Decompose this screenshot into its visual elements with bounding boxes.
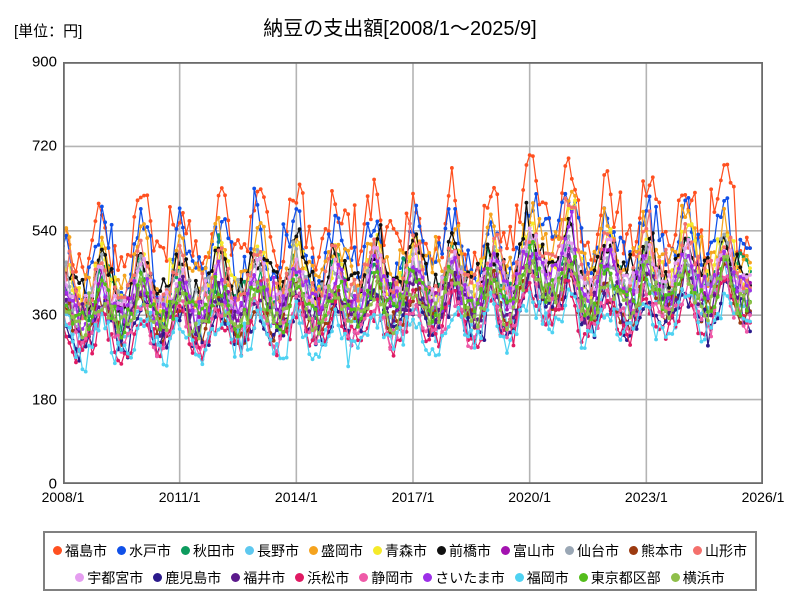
y-tick-label: 900: [31, 53, 57, 71]
legend-marker-icon: [117, 546, 126, 555]
legend-item-青森市[interactable]: 青森市: [373, 544, 427, 558]
x-axis-tick-labels: 2008/1 2011/1 2014/1 2017/1 2020/1 2023/1 2026…: [0, 489, 800, 511]
legend-label: 福岡市: [526, 569, 569, 586]
legend-marker-icon: [359, 573, 369, 582]
legend-label: 宇都宮市: [87, 569, 144, 586]
legend-row: 宇都宮市 鹿児島市 福井市 浜松市 静岡市 さいたま市 福岡市 東京都区部 横浜市: [51, 564, 749, 591]
legend-item-富山市[interactable]: 富山市: [501, 544, 555, 558]
y-tick-label: 180: [31, 391, 57, 409]
legend-item-盛岡市[interactable]: 盛岡市: [309, 544, 363, 558]
legend-marker-icon: [670, 573, 680, 582]
legend-marker-icon: [245, 546, 254, 555]
legend-label: 富山市: [513, 542, 555, 559]
legend-item-静岡市[interactable]: 静岡市: [359, 571, 413, 585]
legend-label: 東京都区部: [590, 569, 661, 586]
x-tick-label: 2020/1: [508, 489, 552, 505]
legend-label: 仙台市: [577, 542, 619, 559]
legend-item-福岡市[interactable]: 福岡市: [514, 569, 569, 586]
legend-item-横浜市[interactable]: 横浜市: [670, 569, 725, 586]
legend-marker-icon: [75, 573, 85, 582]
legend-label: 浜松市: [307, 569, 350, 586]
legend-label: 鹿児島市: [165, 569, 222, 586]
legend-marker-icon: [578, 573, 588, 582]
x-tick-label: 2023/1: [624, 489, 668, 505]
legend-item-福井市[interactable]: 福井市: [231, 571, 285, 585]
legend-marker-icon: [153, 573, 163, 582]
legend-label: 静岡市: [371, 569, 414, 586]
legend-marker-icon: [373, 546, 382, 555]
legend-item-鹿児島市[interactable]: 鹿児島市: [153, 571, 221, 585]
y-tick-label: 720: [31, 137, 57, 155]
legend-label: 山形市: [705, 542, 747, 559]
x-tick-label: 2011/1: [158, 489, 201, 505]
legend-marker-icon: [309, 546, 318, 555]
series-横浜市: [63, 254, 752, 341]
data-series-group: [63, 153, 752, 374]
legend-item-仙台市[interactable]: 仙台市: [565, 544, 619, 558]
y-tick-label: 0: [48, 475, 57, 493]
legend-label: 水戸市: [129, 542, 171, 559]
legend-marker-icon: [693, 546, 702, 555]
y-tick-label: 540: [31, 222, 57, 240]
legend-marker-icon: [514, 573, 524, 582]
y-tick-label: 360: [31, 306, 57, 324]
legend-item-長野市[interactable]: 長野市: [245, 544, 299, 558]
legend-label: さいたま市: [435, 569, 505, 586]
legend-marker-icon: [53, 546, 62, 555]
legend-item-東京都区部[interactable]: 東京都区部: [578, 569, 661, 586]
legend-label: 青森市: [385, 542, 427, 559]
legend-item-宇都宮市[interactable]: 宇都宮市: [75, 571, 143, 585]
y-axis-tick-labels: 0 180 360 540 720 900: [0, 54, 57, 493]
series-福島市: [63, 153, 752, 281]
legend-marker-icon: [565, 546, 574, 555]
x-tick-label: 2008/1: [41, 489, 85, 505]
chart-title: 納豆の支出額[2008/1～2025/9]: [263, 18, 537, 40]
legend-marker-icon: [231, 573, 241, 582]
unit-label: [単位：円]: [14, 23, 83, 40]
x-tick-label: 2026/1: [741, 489, 785, 505]
legend-label: 秋田市: [193, 542, 235, 559]
legend-item-福島市[interactable]: 福島市: [53, 544, 107, 558]
plot-area: [63, 62, 763, 484]
legend-label: 福井市: [243, 569, 286, 586]
legend-marker-icon: [295, 573, 305, 582]
legend-label: 福島市: [65, 542, 107, 559]
axis-frame: [63, 62, 763, 484]
legend-label: 長野市: [257, 542, 299, 559]
legend-label: 横浜市: [682, 569, 725, 586]
legend-item-山形市[interactable]: 山形市: [693, 544, 747, 558]
legend-label: 前橋市: [449, 542, 491, 559]
legend-item-水戸市[interactable]: 水戸市: [117, 544, 171, 558]
legend-item-秋田市[interactable]: 秋田市: [181, 544, 235, 558]
legend-marker-icon: [437, 546, 446, 555]
x-tick-label: 2017/1: [391, 489, 435, 505]
legend-item-浜松市[interactable]: 浜松市: [295, 571, 349, 585]
legend-item-熊本市[interactable]: 熊本市: [629, 544, 683, 558]
legend-marker-icon: [629, 546, 638, 555]
legend-marker-icon: [423, 573, 433, 582]
legend-label: 熊本市: [641, 542, 683, 559]
legend-item-前橋市[interactable]: 前橋市: [437, 544, 491, 558]
legend-label: 盛岡市: [321, 542, 363, 559]
legend-marker-icon: [181, 546, 190, 555]
legend-item-さいたま市[interactable]: さいたま市: [423, 571, 505, 585]
x-tick-label: 2014/1: [274, 489, 318, 505]
legend-marker-icon: [501, 546, 510, 555]
legend-row: 福島市 水戸市 秋田市 長野市 盛岡市 青森市 前橋市 富山市 仙台市 熊本市 山形市: [51, 537, 749, 564]
legend: 福島市 水戸市 秋田市 長野市 盛岡市 青森市 前橋市 富山市 仙台市 熊本市 山形市 宇都宮市 鹿児…: [43, 531, 757, 591]
chart-svg: [63, 62, 763, 484]
